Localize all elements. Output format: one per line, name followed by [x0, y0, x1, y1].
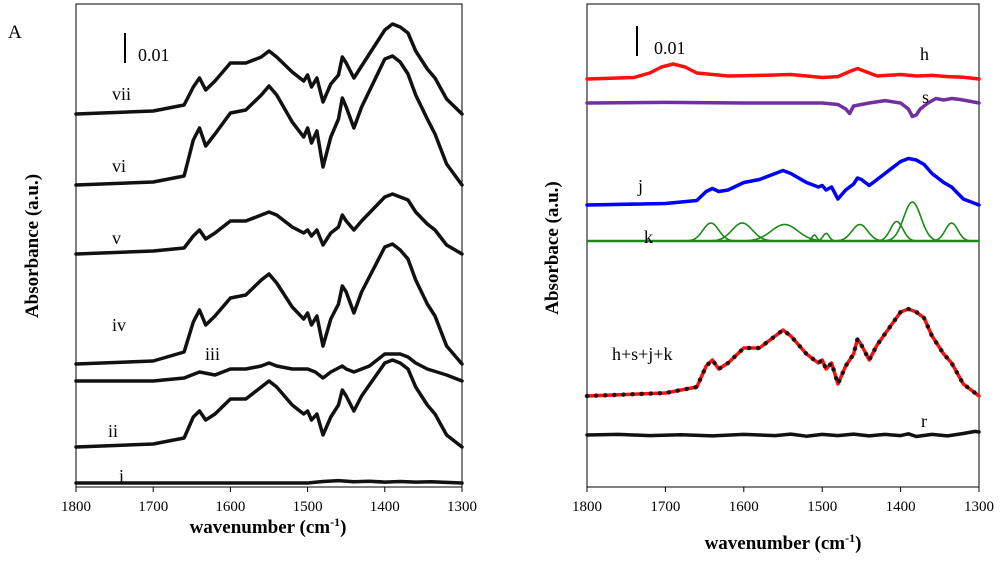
experimental-points [584, 306, 982, 399]
panel-b-x-ticks: 1800 1700 1600 1500 1400 1300 [572, 487, 994, 515]
component-peak-1385 [877, 201, 947, 242]
series-label-h: h [920, 44, 929, 64]
series-label-s: s [922, 87, 929, 107]
series-label-vi: vi [112, 156, 126, 176]
component-peak-1335 [926, 222, 977, 242]
panel-a-x-axis-title: wavenumber (cm-1) [190, 515, 347, 538]
panel-b-x-axis-title: wavenumber (cm-1) [705, 531, 862, 554]
series-label-r: r [921, 411, 927, 431]
x-tick-label: 1800 [572, 499, 602, 515]
panel-b: 0.01 1800 1700 1600 1500 1400 1300 h s j k h+s+j+… [542, 3, 994, 554]
series-line-vi [74, 54, 464, 187]
x-tick-label: 1400 [370, 499, 400, 515]
component-peak-1642 [679, 222, 743, 242]
series-label-vii: vii [112, 84, 131, 104]
scale-bar-label: 0.01 [138, 45, 170, 65]
series-line-h [585, 62, 981, 81]
series-line-j [585, 156, 981, 207]
x-tick-label: 1300 [964, 499, 994, 515]
component-peak-1510 [805, 234, 824, 242]
series-line-iv [74, 242, 464, 366]
panel-a-series [74, 22, 464, 485]
series-line-vii [74, 22, 464, 116]
panel-b-series [584, 62, 982, 439]
x-tick-label: 1400 [886, 499, 916, 515]
x-tick-label: 1600 [215, 499, 245, 515]
series-label-j: j [637, 176, 643, 196]
component-peak-1405 [871, 220, 922, 242]
component-peak-1602 [701, 222, 783, 242]
panel-a-x-ticks: 1800 1700 1600 1500 1400 1300 [61, 487, 477, 515]
panel-letter-a: A [8, 22, 22, 43]
series-label-k: k [644, 227, 653, 247]
series-line-ii [74, 358, 464, 449]
panel-b-series-labels: h s j k h+s+j+k r [612, 44, 929, 431]
x-tick-label: 1700 [650, 499, 680, 515]
x-tick-label: 1600 [729, 499, 759, 515]
component-peak-1452 [828, 223, 892, 242]
panel-b-frame [586, 3, 980, 488]
x-tick-label: 1300 [447, 499, 477, 515]
panel-a-frame [75, 3, 463, 488]
x-tick-label: 1500 [807, 499, 837, 515]
scale-bar-label: 0.01 [654, 38, 686, 58]
panel-a-y-axis-title: Absorbance (a.u.) [22, 174, 43, 318]
series-line-s [585, 96, 981, 119]
series-label-i: i [119, 466, 124, 486]
x-tick-label: 1800 [61, 499, 91, 515]
series-label-v: v [112, 228, 121, 248]
series-label-iii: iii [205, 344, 220, 364]
series-label-h-s-j-k: h+s+j+k [612, 344, 672, 364]
series-line-v [74, 192, 464, 256]
series-label-iv: iv [112, 315, 126, 335]
panel-a-scale-bar: 0.01 [124, 33, 170, 65]
x-tick-label: 1700 [138, 499, 168, 515]
series-line-i [74, 478, 464, 485]
panel-b-scale-bar: 0.01 [636, 26, 686, 58]
panel-b-y-axis-title: Absorbace (a.u.) [542, 181, 563, 315]
x-tick-label: 1500 [293, 499, 323, 515]
series-line-iii [74, 352, 464, 383]
series-line-r [585, 429, 981, 439]
series-label-ii: ii [108, 421, 118, 441]
panel-a: A 0.01 1800 1700 1600 1500 1400 1300 viiviviv… [8, 3, 477, 538]
